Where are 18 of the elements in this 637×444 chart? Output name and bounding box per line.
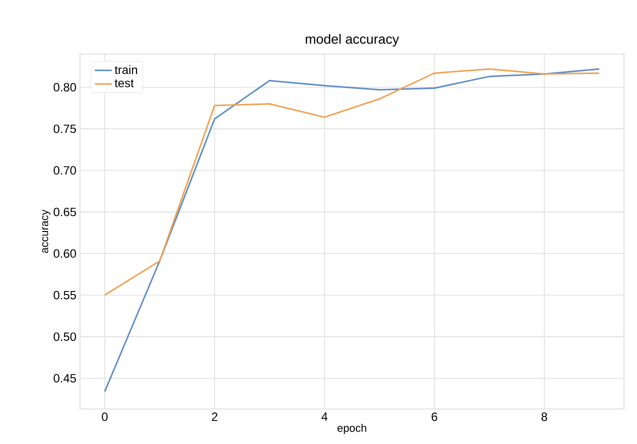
y-tick-label: 0.80 [54, 83, 76, 92]
x-tick-label: 0 [102, 412, 108, 421]
y-tick-label: 0.55 [54, 290, 76, 300]
y-tick-label: 0.65 [54, 208, 76, 216]
x-tick-label: 6 [432, 412, 438, 421]
y-tick-label: 0.60 [54, 249, 76, 258]
y-axis-title: accuracy [42, 210, 50, 253]
legend-label: train [114, 65, 138, 74]
x-axis-title: epoch [338, 424, 366, 434]
x-tick-label: 4 [321, 412, 328, 421]
x-tick-label: 2 [212, 412, 218, 421]
legend-label: test [114, 79, 134, 88]
y-tick-label: 0.45 [54, 374, 76, 382]
y-tick-label: 0.50 [54, 332, 76, 341]
chart-title: model accuracy [306, 34, 400, 46]
y-tick-label: 0.75 [54, 124, 76, 134]
y-tick-label: 0.70 [54, 166, 76, 175]
x-tick-label: 8 [542, 412, 548, 421]
